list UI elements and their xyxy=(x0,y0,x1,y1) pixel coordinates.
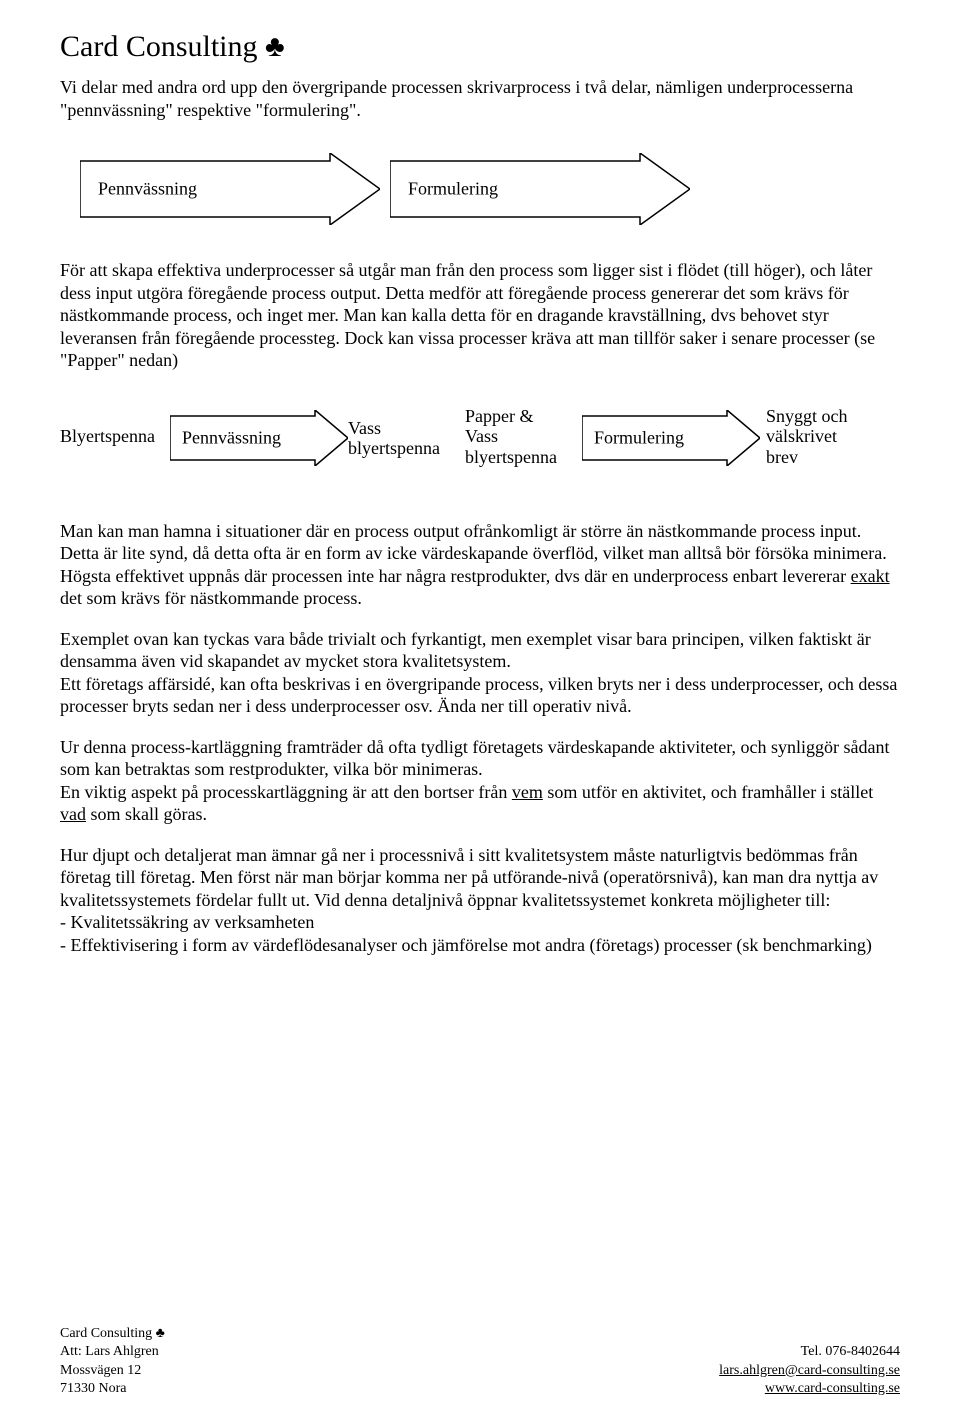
page-footer: Card Consulting ♣Att: Lars AhlgrenMossvä… xyxy=(60,1325,900,1398)
flow-output-label: Snyggt ochvälskrivetbrev xyxy=(766,406,886,468)
flow-input-label: Blyertspenna xyxy=(60,426,176,447)
flow-arrow-pennvassning: Pennvässning xyxy=(170,410,348,466)
footer-url: www.card-consulting.se xyxy=(719,1380,900,1398)
process-arrow-label: Pennvässning xyxy=(98,179,197,200)
footer-left: Card Consulting ♣Att: Lars AhlgrenMossvä… xyxy=(60,1325,165,1398)
body-paragraph-6: Hur djupt och detaljerat man ämnar gå ne… xyxy=(60,844,900,957)
diagram-full-flow: Blyertspenna Pennvässning Vassblyertspen… xyxy=(60,390,900,490)
footer-right: Tel. 076-8402644 lars.ahlgren@card-consu… xyxy=(719,1343,900,1398)
process-arrow-formulering: Formulering xyxy=(390,153,690,225)
footer-phone: Tel. 076-8402644 xyxy=(719,1343,900,1361)
process-arrow-pennvassning: Pennvässning xyxy=(80,153,380,225)
page-title: Card Consulting ♣ xyxy=(60,30,900,64)
body-paragraph-4: Exemplet ovan kan tyckas vara både trivi… xyxy=(60,628,900,718)
flow-arrow-formulering: Formulering xyxy=(582,410,760,466)
body-paragraph-3: Man kan man hamna i situationer där en p… xyxy=(60,520,900,610)
diagram-two-arrows: Pennvässning Formulering xyxy=(80,145,900,235)
footer-email: lars.ahlgren@card-consulting.se xyxy=(719,1362,900,1380)
flow-mid-label-b: Papper &Vassblyertspenna xyxy=(465,406,585,468)
body-paragraph-5: Ur denna process-kartläggning framträder… xyxy=(60,736,900,826)
flow-arrow-label: Formulering xyxy=(594,427,684,448)
flow-arrow-label: Pennvässning xyxy=(182,427,281,448)
intro-paragraph: Vi delar med andra ord upp den övergripa… xyxy=(60,76,900,121)
process-arrow-label: Formulering xyxy=(408,179,498,200)
flow-mid-label-a: Vassblyertspenna xyxy=(348,418,468,459)
body-paragraph-2: För att skapa effektiva underprocesser s… xyxy=(60,259,900,372)
